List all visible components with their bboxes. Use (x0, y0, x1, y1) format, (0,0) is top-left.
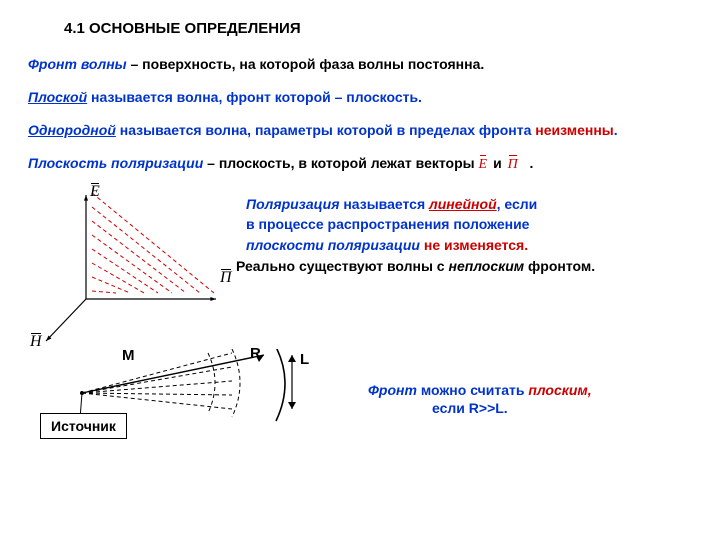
term-polar-plane: Плоскость поляризации (28, 155, 203, 171)
vector-E-inline: E (479, 156, 488, 175)
text-flat-condition: Фронт можно считать плоским, если R>>L. (368, 381, 698, 419)
axis-label-E: E (90, 183, 100, 201)
diagram-source-arcs: М R L Источник (32, 349, 352, 459)
section-heading: 4.1 ОСНОВНЫЕ ОПРЕДЕЛЕНИЯ (64, 20, 692, 37)
term-flat: Плоской (28, 89, 87, 105)
diagram-axes: E П H (44, 189, 234, 339)
axis-label-Pi: П (220, 269, 232, 287)
para-polarization-plane: Плоскость поляризации – плоскость, в кот… (28, 154, 692, 175)
vector-Pi-inline: П (508, 156, 518, 175)
term-homog: Однородной (28, 122, 116, 138)
para-front: Фронт волны – поверхность, на которой фа… (28, 55, 692, 74)
label-L: L (300, 351, 309, 368)
term-front: Фронт волны (28, 56, 127, 72)
label-M: М (122, 347, 135, 364)
label-R: R (250, 345, 261, 362)
source-box: Источник (40, 413, 127, 439)
text-linear-polarization: Поляризация называется линейной, если в … (246, 195, 686, 279)
para-flat: Плоской называется волна, фронт которой … (28, 88, 692, 107)
para-homog: Однородной называется волна, параметры к… (28, 121, 692, 140)
